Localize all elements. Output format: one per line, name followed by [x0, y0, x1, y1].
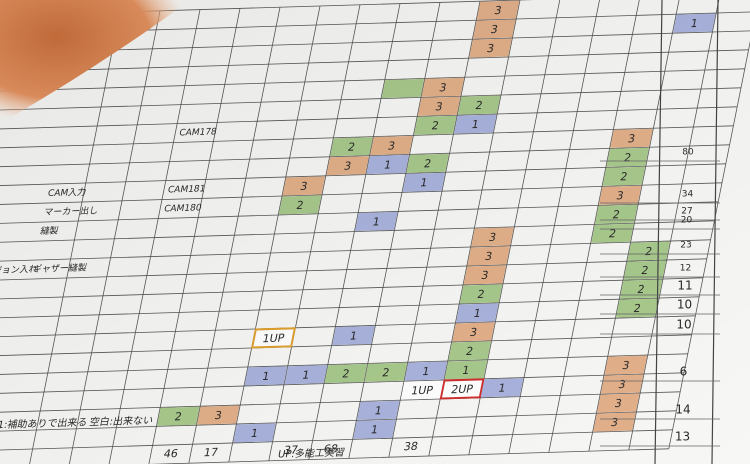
blurred-hand: [0, 0, 190, 124]
